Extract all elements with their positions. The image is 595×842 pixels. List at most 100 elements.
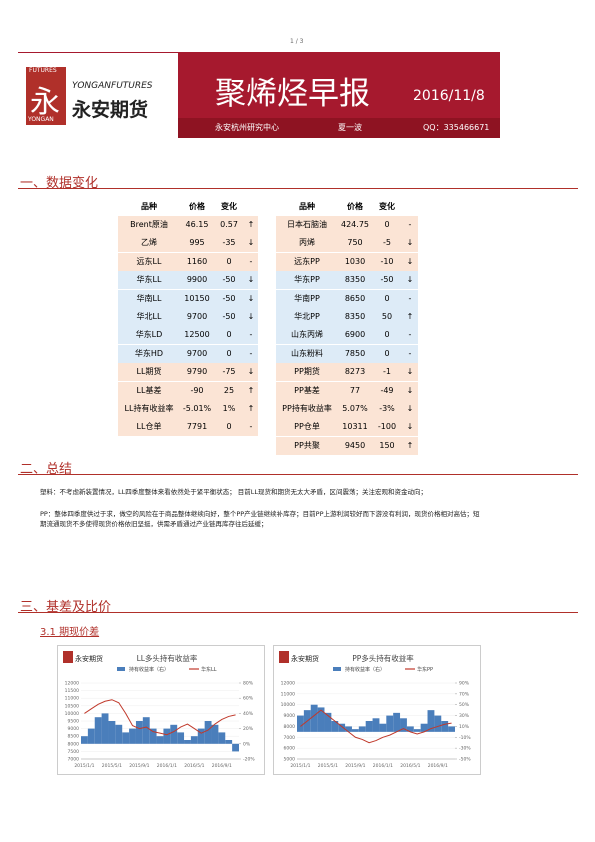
- table-cell: 8273: [344, 367, 366, 377]
- table-cell: ↓: [406, 238, 414, 248]
- table-cell: 6900: [344, 330, 366, 340]
- table-cell: -5.01%: [182, 404, 212, 413]
- bar: [135, 721, 143, 744]
- table-cell: ↑: [247, 220, 255, 229]
- table-cell: 0: [226, 422, 232, 432]
- bar: [317, 707, 325, 732]
- table-cell: 华南PP: [294, 293, 320, 303]
- row-band: [276, 289, 418, 308]
- page-number: 1 / 3: [290, 38, 304, 45]
- table-cell: LL基差: [136, 385, 162, 395]
- table-cell: 华南LL: [136, 293, 162, 303]
- bar: [379, 723, 387, 732]
- bar: [190, 736, 198, 744]
- table-cell: ↓: [247, 293, 255, 303]
- table-cell: ↑: [247, 404, 255, 413]
- bar: [448, 726, 455, 732]
- bar: [400, 718, 407, 732]
- header-rule: [18, 52, 500, 53]
- table-cell: -: [408, 293, 412, 303]
- table-cell: 46.15: [185, 220, 209, 229]
- date: 2016/11/8: [413, 88, 485, 104]
- table-cell: 9700: [186, 312, 208, 321]
- row-band: [118, 271, 258, 290]
- row-band: [118, 289, 258, 308]
- table-cell: 远东LL: [136, 256, 162, 266]
- title: 聚烯烃早报: [215, 76, 370, 112]
- logo-small-bottom: YONGAN: [28, 116, 54, 123]
- chart-logo-mark: [279, 651, 289, 663]
- chart-frame: [57, 645, 265, 775]
- y-tick-label: 5000: [284, 757, 296, 763]
- bar: [345, 726, 352, 732]
- table-cell: 12500: [184, 330, 210, 340]
- table-cell: 山东丙烯: [291, 330, 323, 340]
- y-tick-label: 7500: [68, 749, 80, 755]
- section-title: 三、基差及比价: [20, 600, 112, 615]
- row-band: [276, 326, 418, 345]
- bar: [142, 717, 150, 744]
- bar: [310, 704, 318, 732]
- table-cell: 150: [379, 440, 395, 450]
- table-cell: 995: [189, 238, 205, 248]
- bar: [338, 723, 346, 732]
- row-band: [118, 308, 258, 326]
- legend-label: 华东LL: [201, 666, 217, 673]
- y-tick-label: 7000: [68, 757, 80, 763]
- bar: [372, 718, 380, 732]
- row-band: [118, 344, 258, 363]
- table-cell: ↓: [247, 312, 255, 321]
- table-header: 品种: [299, 202, 315, 211]
- table-cell: 华东LL: [136, 275, 162, 285]
- table-cell: -50: [222, 293, 236, 303]
- y2-tick-label: 30%: [459, 713, 470, 719]
- table-cell: ↓: [247, 275, 255, 285]
- table-cell: -50: [222, 312, 236, 321]
- legend-swatch: [117, 667, 125, 671]
- table-cell: -10: [380, 256, 394, 266]
- bar: [115, 724, 123, 744]
- title-box: [178, 53, 500, 118]
- table-cell: ↑: [406, 440, 414, 450]
- bar: [351, 729, 359, 732]
- y2-tick-label: 0%: [243, 741, 251, 747]
- bar: [420, 723, 428, 732]
- y2-tick-label: 60%: [243, 696, 254, 702]
- table-cell: 50: [381, 312, 393, 321]
- table-cell: ↓: [406, 275, 414, 285]
- table-cell: 750: [347, 238, 363, 248]
- table-cell: -35: [222, 238, 236, 248]
- row-band: [118, 400, 258, 418]
- x-tick-label: 2015/5/1: [318, 763, 338, 769]
- y-tick-label: 9000: [284, 713, 296, 719]
- table-cell: 0: [226, 348, 232, 358]
- section-title: 一、数据变化: [20, 176, 99, 191]
- bar: [413, 729, 421, 732]
- section-rule: [18, 188, 578, 189]
- bar: [129, 728, 136, 744]
- table-cell: -75: [222, 367, 236, 377]
- y-tick-label: 8500: [68, 734, 80, 740]
- table-cell: -: [249, 330, 253, 340]
- table-cell: -: [408, 220, 412, 229]
- y-tick-label: 7000: [284, 735, 296, 741]
- row-band: [118, 216, 258, 234]
- table-cell: 华北PP: [294, 312, 320, 321]
- summary-pp: PP：整体四季度供过于求，做空的风险在于商品整体继续向好，整个PP产业链继续补库…: [40, 510, 480, 528]
- table-cell: -: [249, 348, 253, 358]
- table-cell: -: [408, 330, 412, 340]
- x-tick-label: 2016/1/1: [157, 763, 177, 769]
- table-cell: 10150: [184, 293, 210, 303]
- row-band: [118, 252, 258, 271]
- table-cell: 乙烯: [141, 238, 157, 248]
- chart-logo: 永安期货: [75, 654, 103, 663]
- legend-label: 华东PP: [417, 666, 433, 673]
- bar: [386, 715, 394, 732]
- row-band: [276, 216, 418, 234]
- row-band: [276, 363, 418, 382]
- table-cell: 7791: [186, 422, 208, 432]
- x-tick-label: 2016/5/1: [184, 763, 204, 769]
- table-cell: -: [408, 348, 412, 358]
- row-band: [276, 308, 418, 326]
- table-cell: 9450: [344, 440, 366, 450]
